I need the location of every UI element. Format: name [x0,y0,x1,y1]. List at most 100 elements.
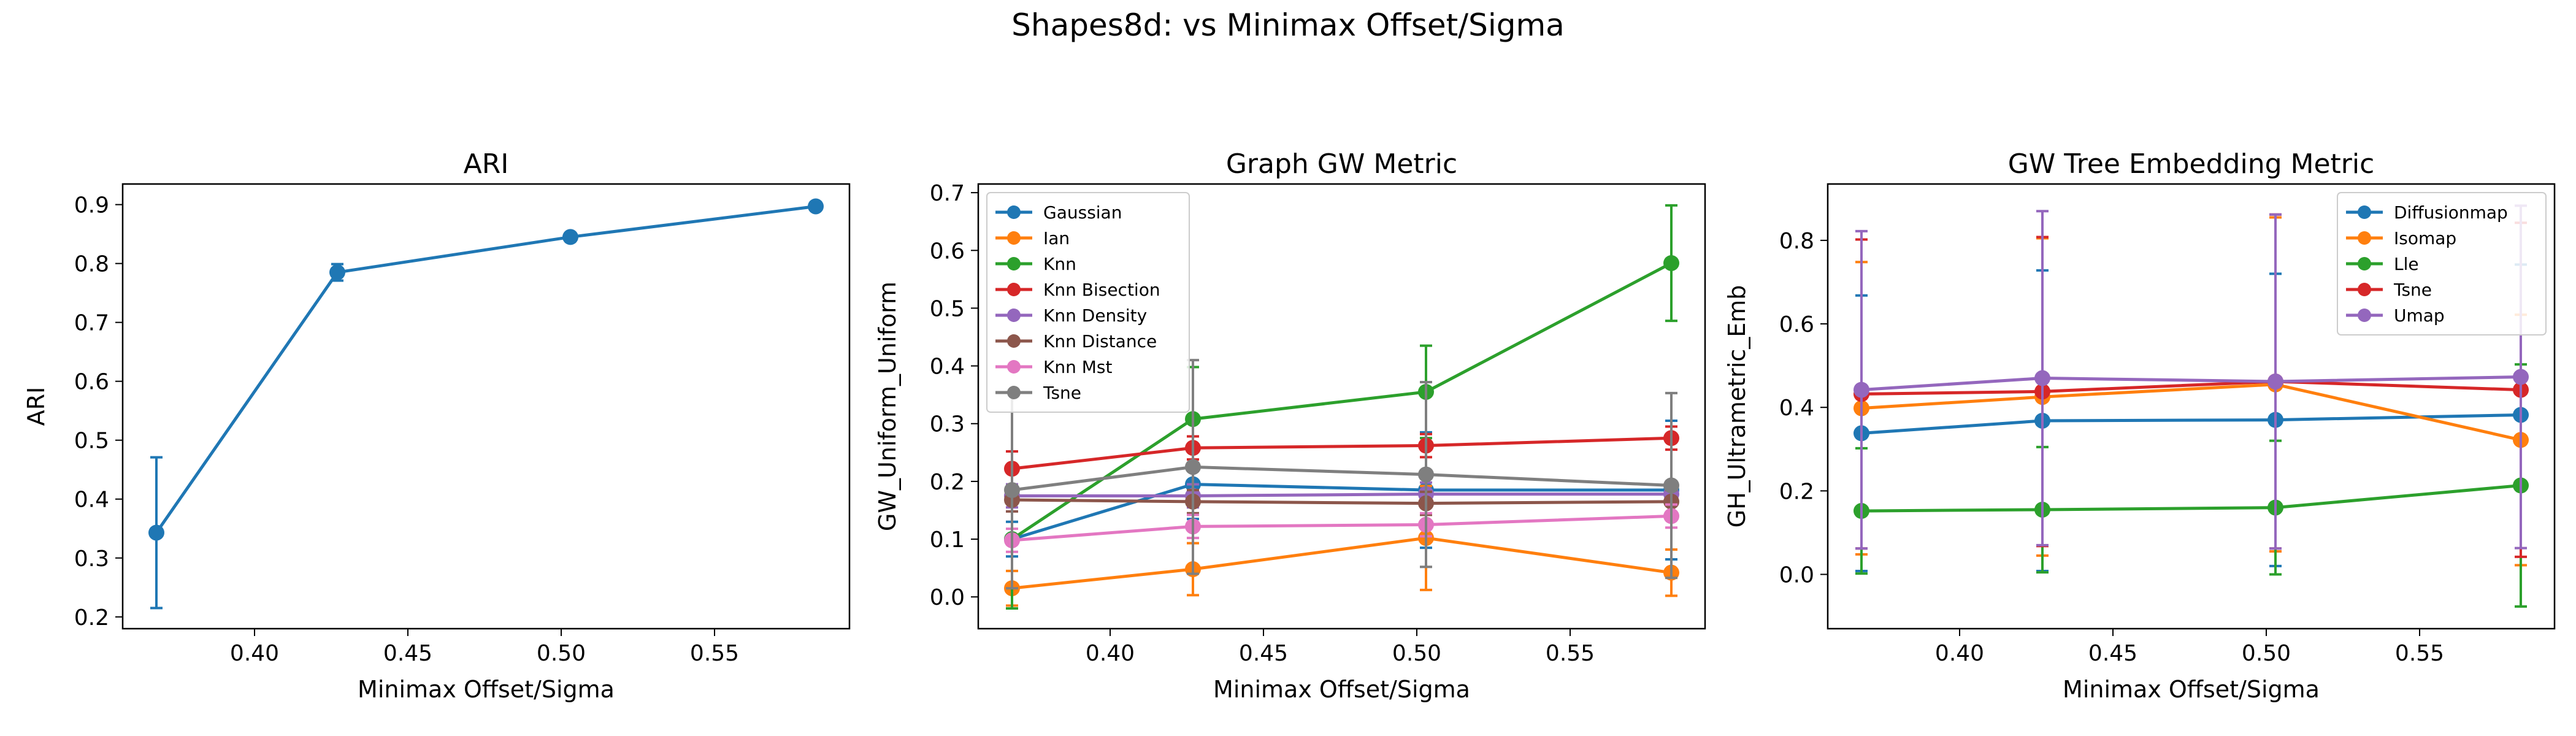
legend-marker [1007,231,1021,245]
data-point [1418,466,1434,483]
y-tick-label: 0.2 [1779,479,1814,504]
chart-title: GW Tree Embedding Metric [2008,148,2375,180]
chart-title: ARI [464,148,509,180]
y-tick-label: 0.8 [1779,229,1814,254]
figure-suptitle: Shapes8d: vs Minimax Offset/Sigma [1011,7,1565,43]
legend-label: Ian [1043,228,1070,248]
legend-marker [1007,334,1021,348]
legend-marker [2358,231,2371,245]
data-point [329,264,345,281]
y-tick-label: 0.5 [930,296,965,321]
data-point [1004,482,1020,499]
plot-frame [977,183,1706,630]
data-point [148,524,164,541]
chart-title: Graph GW Metric [1226,148,1457,180]
legend-label: Umap [2394,305,2445,326]
x-tick-label: 0.45 [383,641,432,666]
y-tick-label: 0.6 [930,239,965,264]
legend: Diffusionmap Isomap Lle Tsne Umap [2337,192,2547,335]
series-line [1861,413,2521,435]
y-tick-label: 0.5 [74,429,109,454]
y-tick-label: 0.7 [74,311,109,336]
legend-marker [1007,386,1021,399]
series-line [1861,484,2521,513]
series-line [1861,375,2521,392]
x-axis-label: Minimax Offset/Sigma [1213,676,1470,703]
data-point [1853,381,1869,398]
x-tick-label: 0.40 [1086,641,1135,666]
y-tick-label: 0.4 [930,355,965,380]
legend-label: Isomap [2394,228,2456,248]
legend-label: Knn [1043,254,1076,274]
series-line [1011,498,1672,505]
series-line [1861,383,2521,442]
legend-marker [2358,205,2371,219]
y-tick-label: 0.4 [1779,396,1814,421]
y-tick-label: 0.0 [930,585,965,610]
y-tick-label: 0.6 [74,370,109,395]
legend-label: Knn Mst [1043,357,1113,377]
x-tick-label: 0.45 [1239,641,1288,666]
series-line [155,205,816,534]
legend-marker [1007,309,1021,322]
plot-frame [121,183,851,630]
legend-marker [1007,205,1021,219]
series-lle [1853,363,2529,608]
data-point [2034,370,2050,386]
series-line [1011,465,1672,492]
y-tick-label: 0.6 [1779,312,1814,337]
series-line [1011,483,1671,541]
y-axis-label: ARI [23,387,50,426]
legend-label: Knn Distance [1043,331,1157,351]
legend-label: Diffusionmap [2394,202,2508,223]
y-tick-label: 0.7 [930,181,965,206]
legend-label: Lle [2394,254,2419,274]
y-tick-label: 0.3 [74,546,109,572]
legend-marker [2358,257,2371,270]
x-tick-label: 0.55 [2395,641,2444,666]
y-tick-label: 0.8 [74,252,109,277]
y-axis-label: GH_Ultrametric_Emb [1723,285,1750,528]
x-tick-label: 0.50 [2242,641,2291,666]
legend-marker [1007,283,1021,296]
data-point [1663,477,1679,494]
series-line [1861,380,2521,396]
data-point [1663,255,1679,271]
series-line [1011,436,1672,470]
legend-label: Knn Bisection [1043,280,1160,300]
x-tick-label: 0.40 [230,641,279,666]
series-1 [148,198,824,610]
data-point [562,229,578,245]
legend-marker [1007,257,1021,270]
chart-panel-2: Graph GW Metric 0.40 0.45 0.50 0.55 0.0 0.1 0.2… [874,148,1706,703]
y-tick-label: 0.2 [930,470,965,495]
legend-label: Gaussian [1043,202,1122,223]
legend-box [2337,192,2547,335]
y-tick-label: 0.0 [1779,563,1814,588]
plot-frame [1827,183,2556,630]
x-axis-label: Minimax Offset/Sigma [358,676,615,703]
legend-label: Knn Density [1043,305,1147,326]
y-tick-label: 0.3 [930,412,965,437]
y-axis-label: GW_Uniform_Uniform [874,282,901,531]
data-point [808,198,824,215]
series-line [1012,493,1671,497]
x-tick-label: 0.45 [2088,641,2137,666]
x-tick-label: 0.50 [1392,641,1441,666]
series-line [1011,536,1672,590]
data-point [2267,373,2283,389]
y-tick-label: 0.2 [74,605,109,631]
series-line [1011,514,1672,542]
x-axis-label: Minimax Offset/Sigma [2063,676,2320,703]
x-tick-label: 0.55 [690,641,739,666]
y-tick-label: 0.4 [74,488,109,513]
data-point [1185,459,1201,475]
x-tick-label: 0.50 [537,641,586,666]
x-tick-label: 0.40 [1935,641,1984,666]
data-point [2513,369,2529,385]
legend-marker [2358,309,2371,322]
chart-panel-3: GW Tree Embedding Metric 0.40 0.45 0.50 0.55… [1723,148,2556,703]
legend-marker [2358,283,2371,296]
x-tick-label: 0.55 [1546,641,1595,666]
